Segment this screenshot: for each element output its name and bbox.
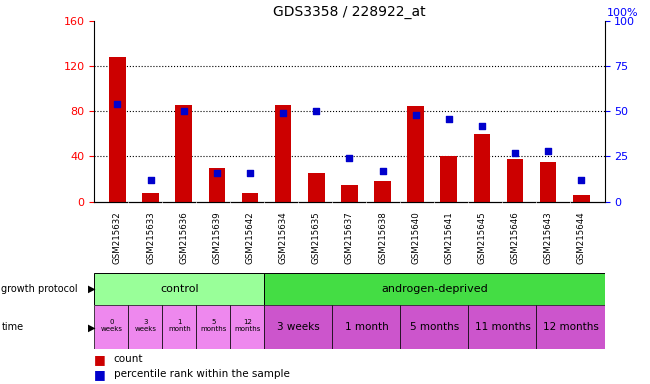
Bar xyxy=(400,305,469,349)
Bar xyxy=(230,305,265,349)
Point xyxy=(510,150,520,156)
Bar xyxy=(242,193,258,202)
Point xyxy=(344,155,355,161)
Bar xyxy=(265,305,332,349)
Text: 1
month: 1 month xyxy=(168,319,190,332)
Text: 0
weeks: 0 weeks xyxy=(100,319,122,332)
Text: 5
months: 5 months xyxy=(200,319,226,332)
Bar xyxy=(265,273,604,305)
Bar xyxy=(176,104,192,202)
Point xyxy=(543,148,553,154)
Title: GDS3358 / 228922_at: GDS3358 / 228922_at xyxy=(273,5,426,19)
Bar xyxy=(474,134,490,202)
Bar xyxy=(142,193,159,202)
Bar xyxy=(469,305,536,349)
Point xyxy=(112,101,123,107)
Text: 3
weeks: 3 weeks xyxy=(135,319,156,332)
Text: 3 weeks: 3 weeks xyxy=(277,322,320,333)
Bar xyxy=(94,273,265,305)
Point xyxy=(278,110,289,116)
Bar xyxy=(109,57,125,202)
Bar xyxy=(540,162,556,202)
Point xyxy=(212,170,222,176)
Text: 12
months: 12 months xyxy=(234,319,261,332)
Bar xyxy=(94,305,128,349)
Bar xyxy=(332,305,400,349)
Bar xyxy=(275,104,291,202)
Point xyxy=(311,108,322,114)
Point xyxy=(443,116,454,122)
Point xyxy=(146,177,156,183)
Bar xyxy=(196,305,230,349)
Point xyxy=(476,123,487,129)
Text: androgen-deprived: androgen-deprived xyxy=(381,284,488,294)
Bar xyxy=(573,195,590,202)
Text: ▶: ▶ xyxy=(88,322,96,333)
Text: 11 months: 11 months xyxy=(474,322,530,333)
Bar xyxy=(374,181,391,202)
Text: 12 months: 12 months xyxy=(543,322,599,333)
Bar xyxy=(128,305,162,349)
Bar xyxy=(209,168,225,202)
Text: growth protocol: growth protocol xyxy=(1,284,78,294)
Bar xyxy=(441,157,457,202)
Text: control: control xyxy=(160,284,199,294)
Bar xyxy=(308,174,324,202)
Text: time: time xyxy=(1,322,23,333)
Point xyxy=(410,112,421,118)
Bar xyxy=(536,305,604,349)
Text: ■: ■ xyxy=(94,368,106,381)
Bar xyxy=(341,185,358,202)
Point xyxy=(179,108,189,114)
Text: count: count xyxy=(114,354,143,364)
Bar xyxy=(507,159,523,202)
Bar xyxy=(162,305,196,349)
Text: ▶: ▶ xyxy=(88,284,96,294)
Bar xyxy=(408,106,424,202)
Point xyxy=(245,170,255,176)
Text: ■: ■ xyxy=(94,353,106,366)
Text: 5 months: 5 months xyxy=(410,322,459,333)
Point xyxy=(576,177,586,183)
Point xyxy=(377,168,387,174)
Text: 1 month: 1 month xyxy=(344,322,388,333)
Text: 100%: 100% xyxy=(607,8,639,18)
Text: percentile rank within the sample: percentile rank within the sample xyxy=(114,369,290,379)
